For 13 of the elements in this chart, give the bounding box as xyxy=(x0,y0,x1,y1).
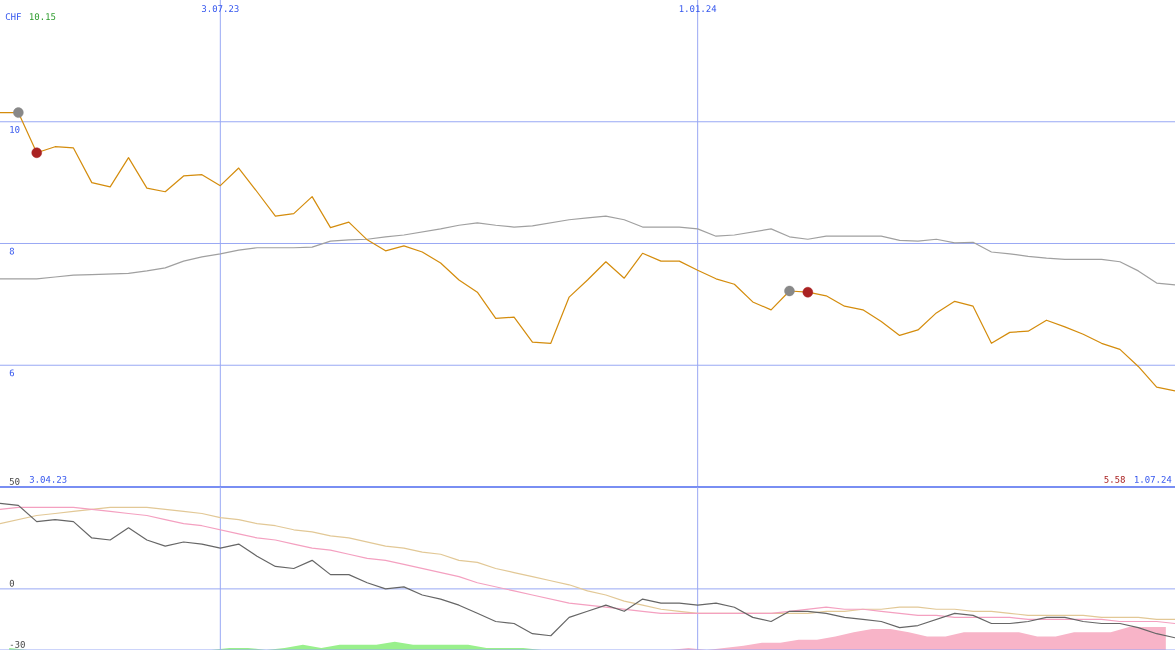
y-tick-label: 6 xyxy=(9,369,15,377)
annotation: 1.07.24 xyxy=(1134,475,1172,483)
y-tick-label: 50 xyxy=(9,477,20,485)
y-tick-label: 10 xyxy=(10,125,20,133)
annotation: 10.15 xyxy=(29,13,56,20)
annotation: 3.04.23 xyxy=(29,475,67,483)
y-tick-label: 8 xyxy=(9,247,15,255)
x-tick-label: 3.07.23 xyxy=(201,5,239,12)
y-tick-label: -30 xyxy=(10,640,25,648)
y-tick-label: 0 xyxy=(9,579,15,587)
y-axis-title: CHF xyxy=(5,13,21,20)
annotation: 5.58 xyxy=(1104,475,1125,483)
x-tick-label: 1.01.24 xyxy=(679,5,717,12)
